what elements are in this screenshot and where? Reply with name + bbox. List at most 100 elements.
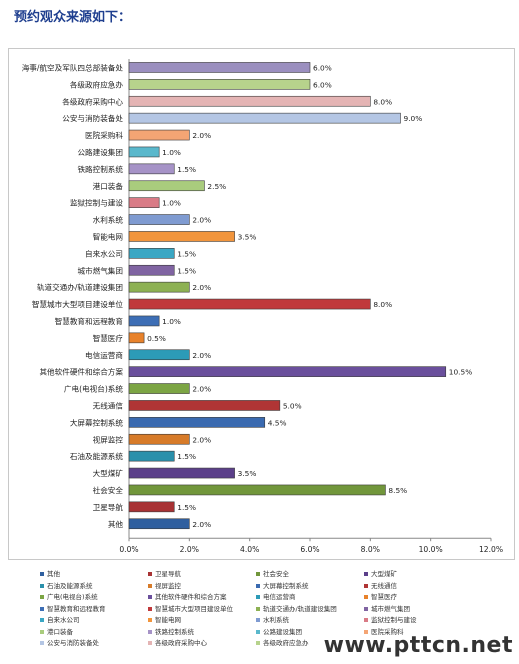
category-label: 卫星导航: [93, 502, 124, 512]
x-tick-label: 6.0%: [300, 545, 319, 554]
data-label: 6.0%: [313, 80, 332, 89]
bar: [128, 366, 447, 377]
bar: [128, 146, 160, 158]
legend-swatch: [148, 641, 152, 645]
legend-swatch: [148, 618, 152, 622]
legend-item: 其他: [40, 568, 60, 578]
legend-swatch: [256, 572, 260, 576]
legend-swatch: [40, 595, 44, 599]
category-label: 轨道交通办/轨道建设集团: [37, 282, 123, 292]
data-label: 5.0%: [283, 401, 302, 410]
legend-label: 轨道交通办/轨道建设集团: [263, 604, 337, 613]
bar: [128, 484, 386, 496]
bar: [128, 501, 175, 513]
data-label: 1.0%: [162, 199, 181, 208]
legend-label: 智慧教育和远程教育: [47, 604, 106, 613]
x-tick-label: 12.0%: [479, 545, 503, 554]
category-label: 社会安全: [93, 485, 124, 495]
category-label: 自来水公司: [85, 248, 123, 258]
category-label: 广电(电视台)系统: [64, 384, 123, 394]
legend-label: 自来水公司: [47, 616, 80, 624]
legend-label: 大型煤矿: [371, 570, 397, 578]
legend-label: 城市燃气集团: [371, 604, 410, 613]
bar: [128, 450, 175, 462]
bar: [128, 129, 190, 141]
bar: [128, 518, 190, 530]
data-label: 1.5%: [177, 249, 196, 258]
bar: [128, 180, 205, 192]
data-label: 2.0%: [192, 216, 211, 225]
legend-item: 石油及能源系统: [40, 580, 93, 590]
category-label: 大屏幕控制系统: [70, 417, 124, 427]
legend-item: 智慧城市大型项目建设单位: [148, 603, 233, 613]
data-label: 1.5%: [177, 165, 196, 174]
data-label: 8.5%: [388, 486, 407, 495]
legend-label: 智慧医疗: [371, 593, 397, 601]
legend-swatch: [364, 606, 368, 611]
legend-label: 社会安全: [263, 570, 289, 578]
legend-swatch: [364, 618, 368, 622]
legend-item: 智慧教育和远程教育: [40, 603, 106, 613]
legend-swatch: [256, 583, 260, 588]
legend-label: 各级政府应急办: [263, 639, 309, 647]
category-label: 智能电网: [93, 231, 123, 241]
data-label: 2.5%: [207, 182, 226, 191]
data-label: 4.5%: [268, 418, 287, 427]
legend-swatch: [148, 572, 152, 576]
legend-item: 港口装备: [40, 626, 73, 636]
category-label: 无线通信: [93, 400, 124, 410]
bar: [128, 467, 235, 479]
data-label: 1.5%: [177, 503, 196, 512]
legend-swatch: [148, 606, 152, 611]
bar: [128, 332, 145, 344]
legend-swatch: [40, 583, 44, 588]
legend-label: 大屏幕控制系统: [263, 581, 309, 590]
category-label: 智慧城市大型项目建设单位: [32, 299, 124, 309]
bar-chart: 海事/航空及军队四总部装备处 6.0% 各级政府应急办 6.0% 各级政府采购中心 8.0…: [22, 59, 503, 554]
data-label: 8.0%: [373, 97, 392, 106]
legend-swatch: [256, 618, 260, 622]
bar: [128, 315, 160, 327]
data-label: 2.0%: [192, 385, 211, 394]
legend-item: 其他软件硬件和综合方案: [148, 591, 227, 601]
category-label: 海事/航空及军队四总部装备处: [22, 62, 124, 72]
legend-item: 铁路控制系统: [148, 626, 194, 636]
legend-item: 广电(电视台)系统: [40, 591, 98, 601]
legend-item: 电信运营商: [256, 591, 296, 601]
legend-label: 监狱控制与建设: [371, 616, 417, 624]
legend-label: 卫星导航: [155, 570, 181, 578]
category-label: 水利系统: [93, 215, 124, 225]
legend-label: 智慧城市大型项目建设单位: [155, 604, 233, 613]
legend-item: 各级政府采购中心: [148, 637, 207, 647]
x-tick-label: 2.0%: [180, 545, 199, 554]
legend-item: 大屏幕控制系统: [256, 580, 309, 590]
data-label: 1.0%: [162, 148, 181, 157]
data-label: 1.5%: [177, 452, 196, 461]
legend-label: 无线通信: [371, 581, 397, 590]
legend-swatch: [256, 641, 260, 645]
data-label: 8.0%: [373, 300, 392, 309]
category-label: 其他软件硬件和综合方案: [39, 367, 123, 377]
bar: [128, 214, 190, 225]
bar: [128, 433, 190, 445]
legend-swatch: [364, 572, 368, 576]
legend-item: 公安与消防装备处: [40, 637, 99, 647]
watermark-text: www.pttcn.net: [323, 633, 513, 658]
legend-item: 水利系统: [256, 614, 289, 624]
legend-swatch: [148, 595, 152, 599]
legend-swatch: [256, 629, 260, 634]
bar: [128, 112, 401, 124]
category-label: 各级政府采购中心: [62, 96, 123, 106]
legend-item: 大型煤矿: [364, 568, 397, 578]
chart-legend: 其他 卫星导航 社会安全 大型煤矿 石油及能源系统 视屏监控 大屏幕控制系统 无线通信 广电(电…: [40, 568, 515, 660]
legend-item: 卫星导航: [148, 568, 181, 578]
legend-swatch: [148, 583, 152, 588]
legend-item: 城市燃气集团: [364, 603, 410, 613]
data-label: 2.0%: [192, 520, 211, 529]
data-label: 1.0%: [162, 317, 181, 326]
legend-item: 智慧医疗: [364, 591, 397, 601]
x-tick-label: 8.0%: [361, 545, 380, 554]
bar: [128, 298, 371, 310]
category-label: 其他: [108, 519, 124, 529]
legend-swatch: [364, 583, 368, 588]
